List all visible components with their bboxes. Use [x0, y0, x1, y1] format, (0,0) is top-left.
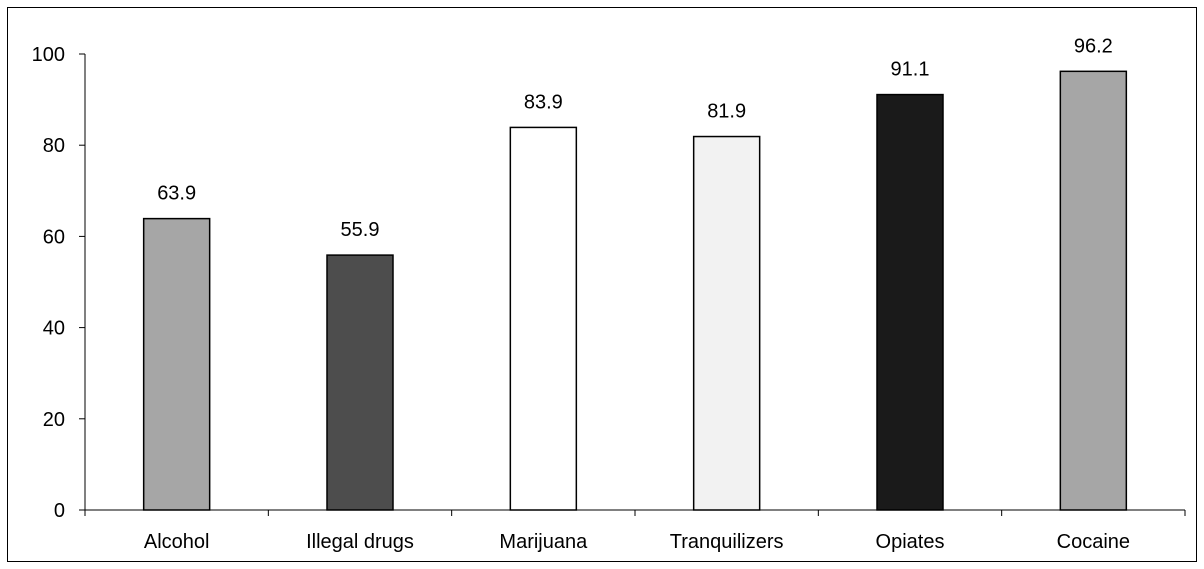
data-label: 55.9	[341, 219, 380, 241]
y-tick-label: 20	[43, 409, 65, 431]
data-label: 81.9	[707, 101, 746, 123]
y-tick-label: 60	[43, 226, 65, 248]
data-label: 83.9	[524, 91, 563, 113]
bar-tranquilizers	[692, 135, 761, 511]
x-tick-label: Marijuana	[499, 531, 588, 553]
bar-marijuana	[509, 126, 578, 511]
x-tick-label: Tranquilizers	[670, 531, 784, 553]
bar-cocaine	[1059, 70, 1128, 511]
bar-opiates	[876, 93, 944, 511]
y-tick-label: 100	[32, 44, 65, 66]
x-tick-label: Cocaine	[1057, 531, 1130, 553]
y-tick-label: 40	[43, 318, 65, 340]
x-axis: Alcohol Illegal drugs Marijuana Tranquilize…	[84, 509, 1186, 553]
x-tick-label: Alcohol	[144, 531, 210, 553]
x-tick-label: Illegal drugs	[306, 531, 414, 553]
bar-illegal-drugs	[326, 254, 394, 511]
bars	[142, 70, 1128, 511]
data-labels: 63.9 55.9 83.9 81.9 91.1 96.2	[157, 35, 1113, 241]
bar-alcohol	[142, 217, 211, 511]
data-label: 91.1	[891, 59, 930, 81]
y-tick-label: 0	[54, 500, 65, 522]
y-tick-label: 80	[43, 135, 65, 157]
data-label: 63.9	[157, 183, 196, 205]
y-axis: 0 20 40 60 80 100	[32, 44, 86, 522]
x-tick-label: Opiates	[876, 531, 945, 553]
data-label: 96.2	[1074, 35, 1113, 57]
